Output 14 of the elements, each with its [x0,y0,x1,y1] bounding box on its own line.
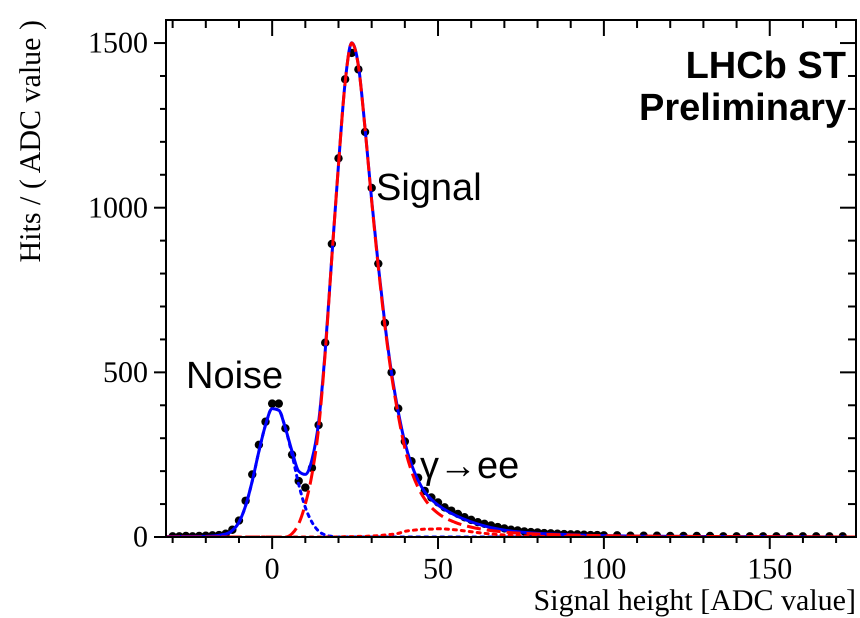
annotation: Noise [186,355,284,397]
y-tick-label: 0 [133,520,148,554]
annotation: γ→ee [420,445,520,487]
annotation: LHCb ST Preliminary [639,45,846,129]
x-tick-label: 0 [264,552,280,586]
y-tick-label: 1500 [88,26,148,60]
y-tick-label: 1000 [88,191,148,224]
x-axis-title: Signal height [ADC value] [534,584,856,617]
y-axis-title: Hits / ( ADC value ) [14,20,47,262]
annotation: Signal [376,167,482,209]
x-tick-label: 150 [747,552,792,586]
y-tick-label: 500 [103,356,148,389]
x-tick-label: 100 [581,552,626,586]
x-tick-label: 50 [423,552,454,586]
